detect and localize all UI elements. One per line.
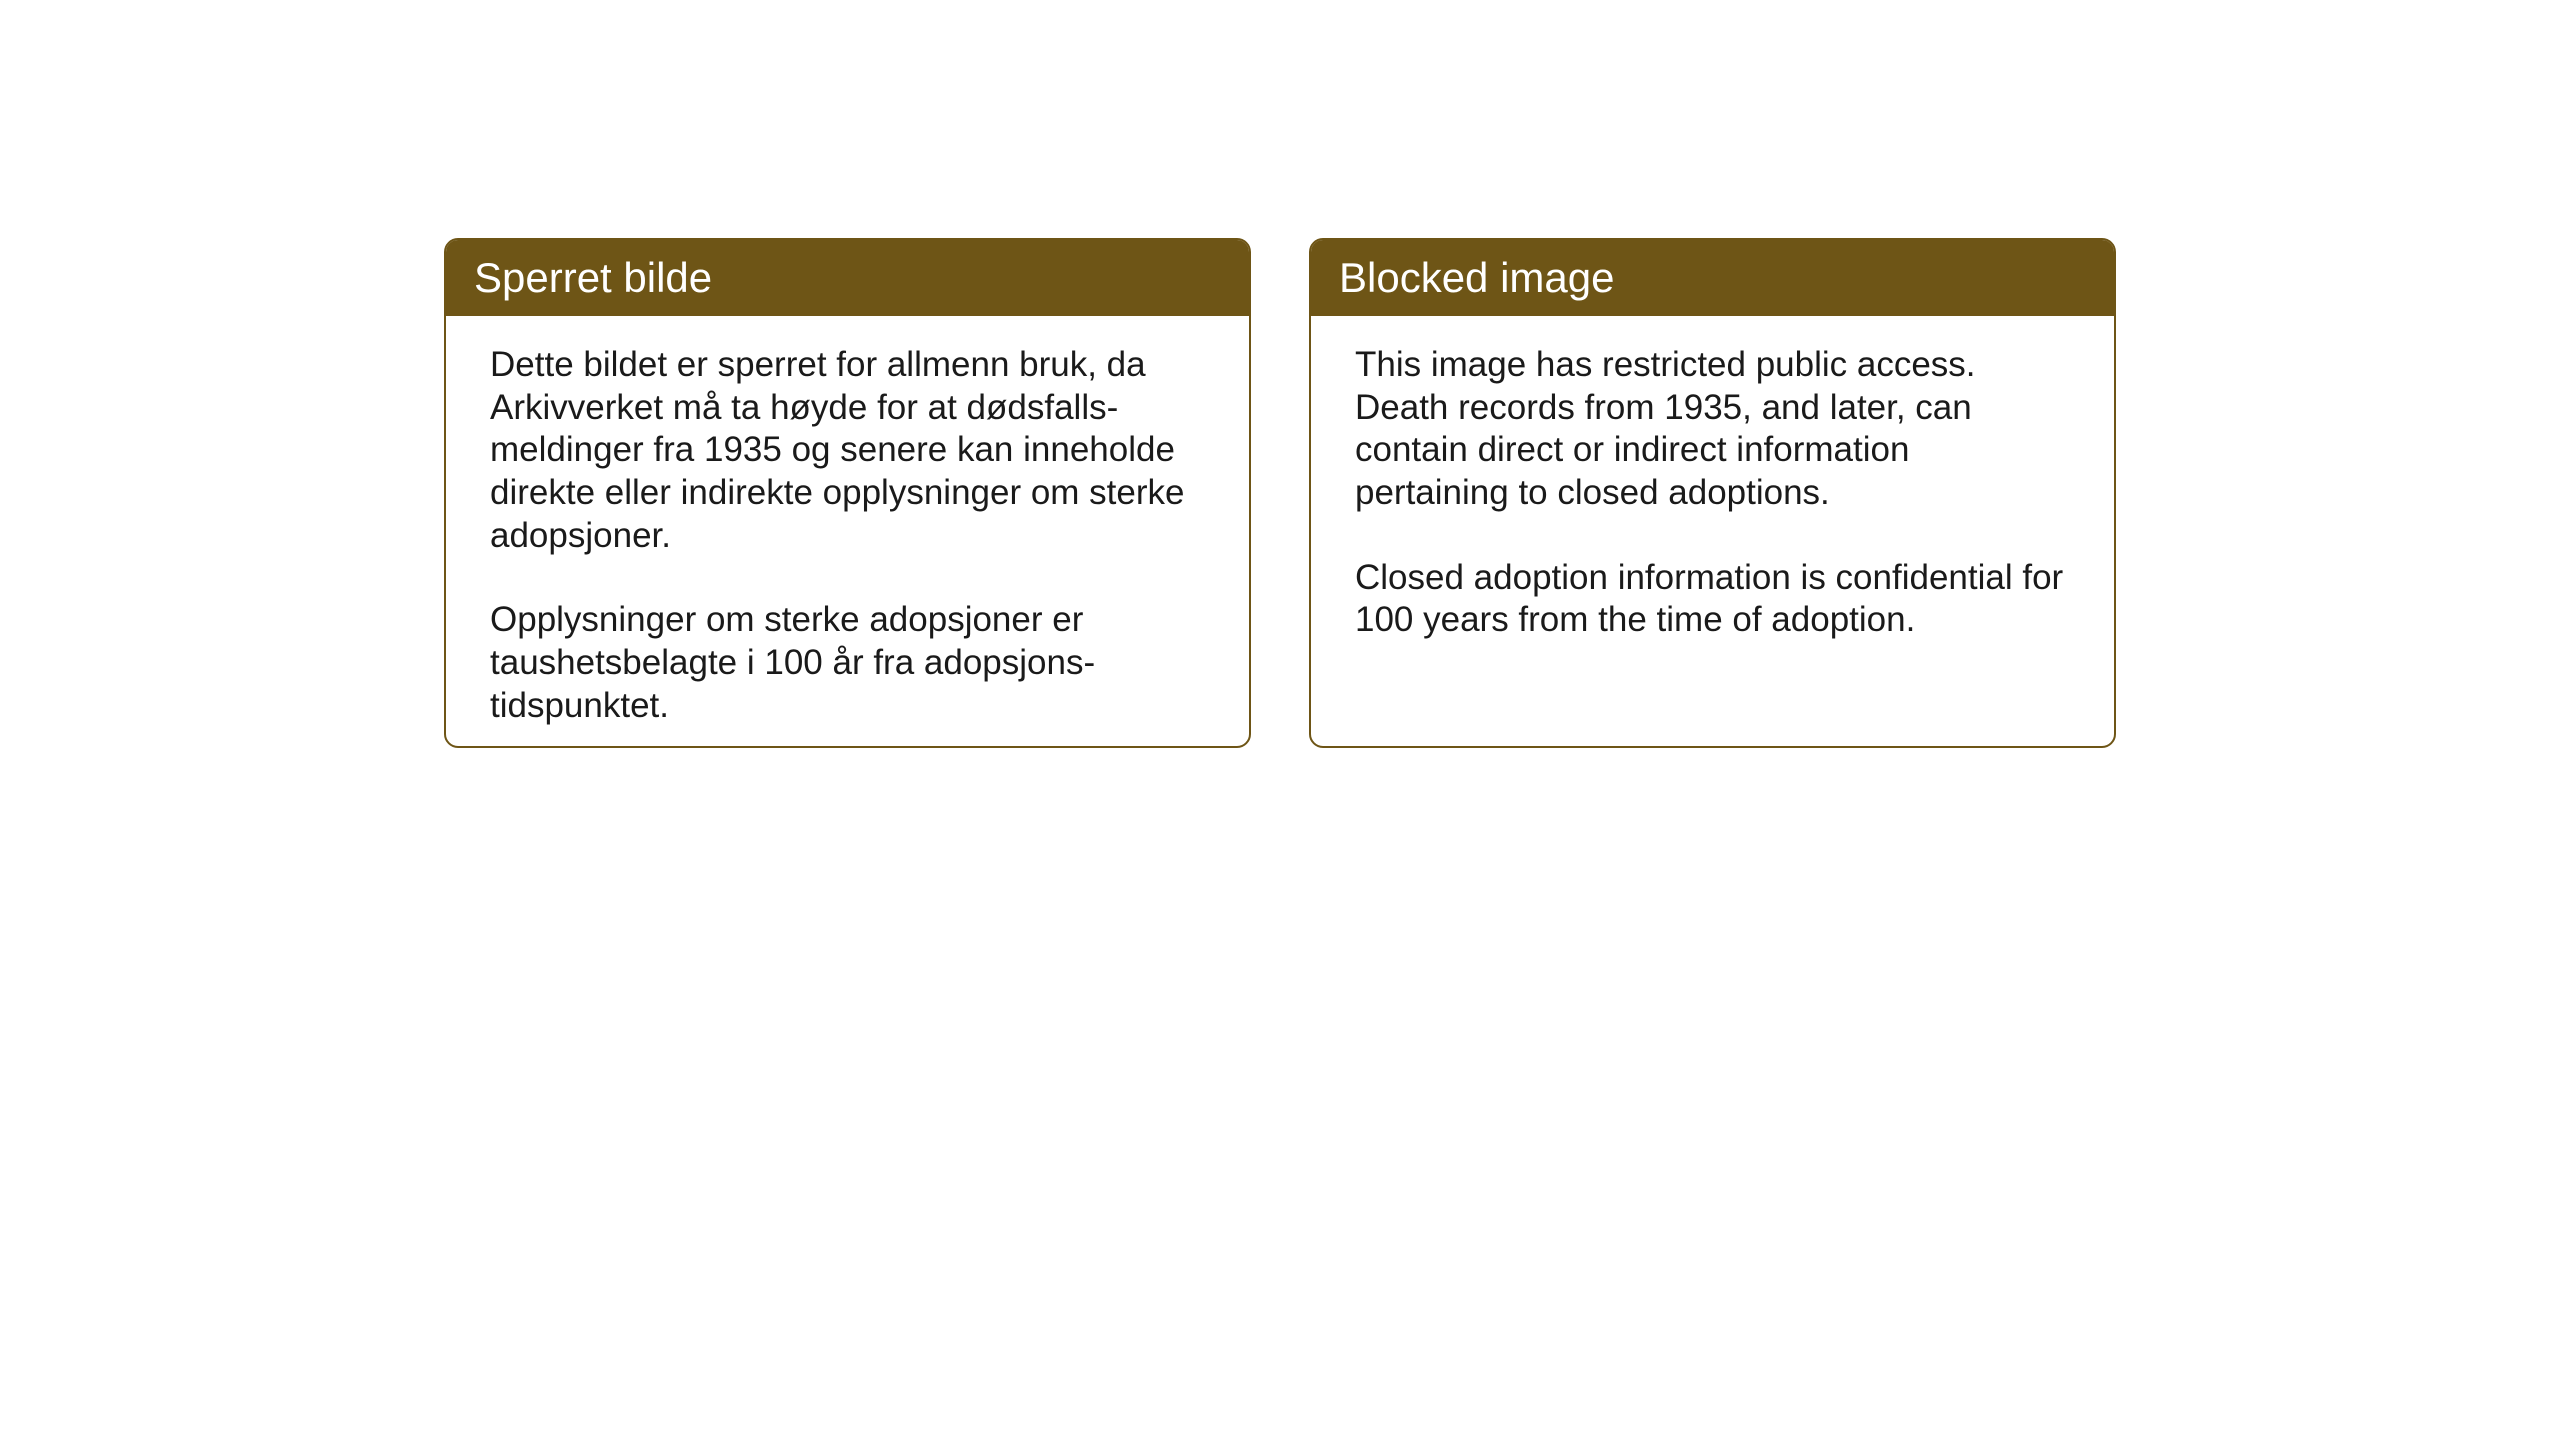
norwegian-card-body: Dette bildet er sperret for allmenn bruk… [446,316,1249,748]
norwegian-paragraph-1: Dette bildet er sperret for allmenn bruk… [490,344,1205,557]
english-card: Blocked image This image has restricted … [1309,238,2116,748]
norwegian-paragraph-2: Opplysninger om sterke adopsjoner er tau… [490,599,1205,727]
english-card-body: This image has restricted public access.… [1311,316,2114,670]
norwegian-card: Sperret bilde Dette bildet er sperret fo… [444,238,1251,748]
english-paragraph-2: Closed adoption information is confident… [1355,557,2070,642]
norwegian-card-title: Sperret bilde [446,240,1249,316]
english-paragraph-1: This image has restricted public access.… [1355,344,2070,515]
info-cards-container: Sperret bilde Dette bildet er sperret fo… [444,238,2116,748]
english-card-title: Blocked image [1311,240,2114,316]
